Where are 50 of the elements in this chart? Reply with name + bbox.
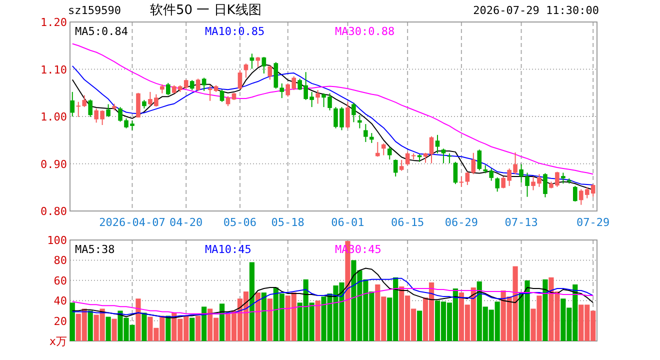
bar [249, 262, 254, 341]
bar [416, 310, 422, 341]
bar [315, 300, 320, 341]
y-tick-label: 20 [54, 314, 67, 328]
text: MA30:0.88 [335, 25, 395, 38]
x-tick-label: 06-29 [444, 216, 478, 229]
text: MA10:0.85 [205, 25, 265, 38]
text: MA10:45 [205, 243, 252, 256]
y-tick-label: 1.00 [40, 110, 67, 124]
bar [70, 302, 75, 341]
bar [202, 306, 207, 341]
line-series [72, 268, 594, 318]
y-tick-label: 40 [54, 294, 67, 308]
bar [88, 310, 93, 341]
line-series [72, 278, 594, 318]
y-tick-label: 1.10 [40, 63, 67, 76]
bar [267, 298, 272, 341]
bar [142, 312, 147, 341]
line-series [72, 288, 594, 314]
bar [261, 292, 266, 341]
y-tick-label: 0.80 [40, 205, 67, 218]
x-tick-label: 06-15 [391, 216, 424, 229]
bar [112, 318, 117, 341]
bar [106, 316, 111, 341]
bar [255, 292, 260, 341]
bar [219, 304, 225, 341]
x-tick-label: 05-06 [223, 216, 257, 229]
bar [190, 318, 195, 341]
y-tick-label: x万 [49, 335, 67, 348]
y-tick-label: 1.20 [40, 16, 67, 29]
x-tick-label: 06-01 [331, 216, 364, 229]
bar [542, 279, 548, 341]
x-tick-label: 07-29 [576, 216, 610, 229]
line-series [72, 43, 594, 175]
text: MA5:38 [75, 243, 115, 256]
bar [136, 298, 141, 341]
text: sz159590 [68, 4, 121, 17]
bar [166, 316, 171, 341]
y-tick-label: 0.90 [40, 158, 67, 171]
text: 2026-07-29 11:30:00 [473, 4, 599, 17]
x-tick-label: 07-13 [504, 216, 538, 229]
x-tick-label: 05-18 [271, 216, 304, 229]
x-tick-label: 2026-04-07 [99, 216, 166, 229]
chart-title: 软件50 一 日K线图 [150, 3, 262, 18]
y-tick-label: 100 [47, 234, 67, 247]
bar [196, 316, 201, 341]
y-tick-label: 60 [54, 274, 67, 288]
text: MA5:0.84 [75, 25, 128, 38]
y-tick-label: 80 [54, 254, 67, 268]
x-tick-label: 04-20 [170, 216, 203, 229]
